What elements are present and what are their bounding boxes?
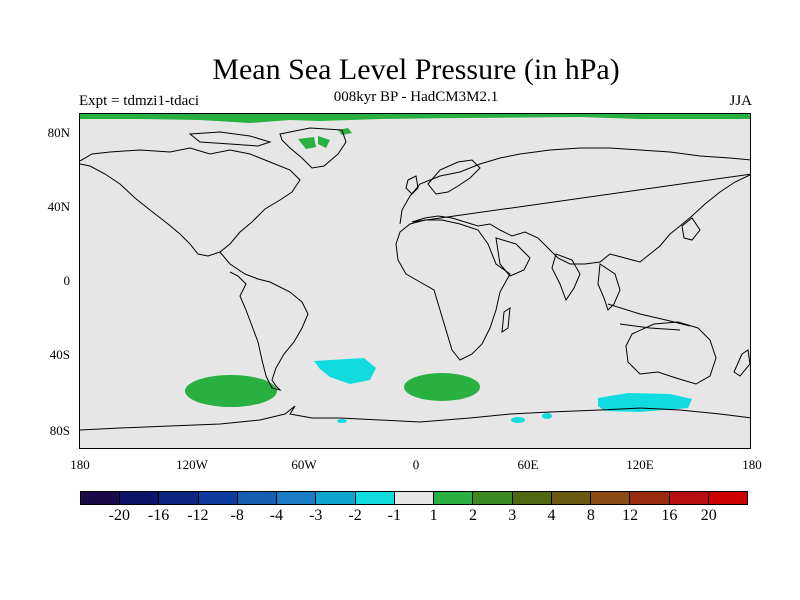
coast-antarctica	[80, 405, 750, 431]
experiment-label: Expt = tdmzi1-tdaci	[79, 93, 200, 109]
anomaly-positive-greenland-2	[318, 136, 330, 148]
colorbar-swatch	[473, 492, 513, 504]
colorbar	[80, 491, 748, 505]
coast-scandinavia	[427, 159, 481, 195]
anomaly-negative-indian-ocean	[598, 393, 692, 412]
colorbar-swatch	[669, 492, 709, 504]
colorbar-label: 20	[700, 507, 717, 524]
coast-new-zealand	[733, 349, 750, 377]
colorbar-label: -3	[309, 507, 323, 524]
lat-label-80s: 80S	[49, 423, 70, 438]
lon-label-180w: 180	[70, 457, 90, 472]
coast-greenland	[279, 127, 347, 169]
coast-indonesia	[607, 303, 691, 331]
colorbar-label: -8	[230, 507, 244, 524]
colorbar-label: -2	[348, 507, 362, 524]
colorbar-swatch	[434, 492, 474, 504]
map-canvas	[80, 114, 750, 431]
colorbar-swatch	[237, 492, 278, 504]
colorbar-swatch	[316, 492, 356, 504]
anomaly-negative-small-2	[542, 413, 552, 419]
coast-japan	[681, 217, 701, 241]
anomaly-negative-south-atlantic	[314, 358, 376, 384]
lat-label-0: 0	[63, 273, 71, 288]
anomaly-positive-greenland	[298, 137, 316, 149]
colorbar-swatch	[120, 492, 160, 504]
coast-se-asia	[597, 263, 621, 311]
lon-label-120w: 120W	[176, 457, 208, 472]
lat-label-40n: 40N	[47, 199, 70, 214]
coastlines	[80, 127, 750, 431]
coast-eurasia	[399, 147, 750, 265]
coast-south-america	[219, 251, 309, 391]
colorbar-swatch	[591, 492, 631, 504]
season-label: JJA	[729, 93, 752, 109]
colorbar-swatch	[551, 492, 592, 504]
colorbar-swatch	[277, 492, 317, 504]
colorbar-swatch	[159, 492, 199, 504]
colorbar-label: 3	[508, 507, 517, 524]
colorbar-swatch	[81, 492, 121, 504]
coast-british-isles	[405, 175, 419, 195]
colorbar-label: 12	[622, 507, 639, 524]
colorbar-swatch	[512, 492, 552, 504]
anomaly-positive-arctic-2	[338, 128, 352, 135]
colorbar-label: 16	[661, 507, 678, 524]
colorbar-label: -16	[147, 507, 170, 524]
lon-label-60e: 60E	[517, 457, 539, 472]
lon-label-60w: 60W	[291, 457, 317, 472]
anomaly-negative-small-1	[511, 417, 525, 423]
colorbar-label: 4	[547, 507, 556, 524]
colorbar-label: -12	[187, 507, 209, 524]
colorbar-swatch	[355, 492, 395, 504]
colorbar-label: -1	[387, 507, 401, 524]
colorbar-swatch	[708, 492, 747, 504]
colorbar-swatch	[198, 492, 238, 504]
coast-madagascar	[501, 306, 511, 334]
anomaly-positive-arctic	[80, 114, 750, 123]
lat-label-40s: 40S	[49, 347, 70, 362]
world-map	[79, 113, 751, 449]
coast-arabia	[495, 237, 531, 277]
colorbar-label: 8	[586, 507, 595, 524]
lon-label-0: 0	[412, 457, 420, 472]
coast-australia	[625, 321, 717, 385]
lon-label-180e: 180	[742, 457, 762, 472]
colorbar-swatch	[394, 492, 435, 504]
coast-india	[551, 253, 581, 302]
map-title: Mean Sea Level Pressure (in hPa)	[212, 53, 620, 86]
coast-africa	[395, 219, 511, 361]
colorbar-label: 2	[468, 507, 477, 524]
coast-north-america	[80, 147, 301, 257]
colorbar-swatch	[630, 492, 670, 504]
colorbar-label: -4	[269, 507, 284, 524]
anomaly-negative-small-3	[337, 419, 347, 423]
lat-label-80n: 80N	[47, 125, 70, 140]
coast-arctic-islands	[188, 131, 272, 147]
anomaly-positive-south-atlantic	[404, 373, 480, 401]
colorbar-label: -20	[108, 507, 130, 524]
map-subtitle: 008kyr BP - HadCM3M2.1	[333, 89, 499, 105]
lon-label-120e: 120E	[626, 457, 654, 472]
colorbar-label: 1	[429, 507, 438, 524]
anomaly-positive-south-pacific	[185, 375, 277, 407]
